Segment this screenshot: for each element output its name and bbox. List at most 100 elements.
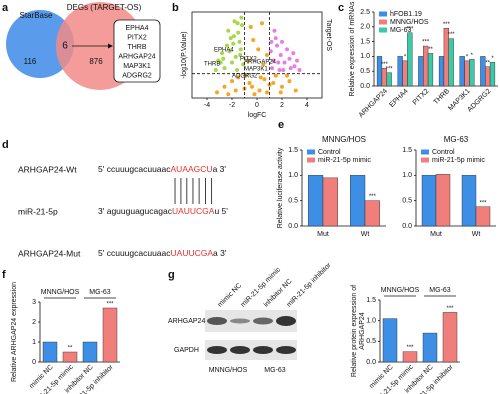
venn-count: 6 (62, 41, 68, 52)
blot-band (276, 346, 296, 354)
bar (475, 206, 491, 227)
venn-left-label: StarBase (20, 11, 53, 20)
point (233, 54, 238, 59)
legend-swatch (421, 149, 429, 155)
significance: * (471, 53, 474, 59)
gene-list: EPHA4 PITX2 THRB ARHGAP24 MAP3K1 ADGRG2 (118, 25, 155, 80)
significance: *** (446, 306, 454, 312)
lane-label: miR-21-5p mimic (240, 266, 283, 309)
significance: ** (485, 60, 490, 66)
point (287, 56, 292, 61)
gene-label: MAP3K1 (244, 67, 268, 73)
point (282, 60, 287, 65)
point (220, 51, 224, 56)
bar (308, 175, 324, 227)
point (291, 51, 296, 56)
x-tick-label: 0 (255, 102, 259, 109)
significance: *** (381, 62, 389, 68)
point (275, 43, 279, 48)
point (232, 19, 237, 24)
point (271, 58, 276, 63)
legend-label: miR-21-5p mimic (318, 157, 371, 164)
sequence: 3' aguuguagucagacUAUUCGAu 5' (98, 206, 228, 216)
x-tick-label: 2 (280, 102, 284, 109)
point (260, 21, 264, 26)
panel-label: e (278, 119, 284, 131)
bar (469, 59, 475, 87)
point (240, 23, 244, 28)
panel-label: g (168, 269, 175, 281)
sequence-flank: 5' ccuuugcacuuaac (98, 164, 171, 174)
point (222, 84, 227, 89)
y-tick-label: 1 (32, 339, 36, 346)
significance: *** (443, 22, 451, 28)
significance: *** (448, 32, 456, 38)
gene-label: EPHA4 (214, 48, 234, 54)
bar (418, 56, 424, 87)
y-tick-label: 0.5 (288, 198, 298, 205)
point (237, 39, 242, 44)
bar (461, 175, 477, 227)
y-axis-label: ARHGAP24 (359, 312, 366, 349)
point (233, 88, 238, 93)
x-tick-label: Mut (317, 231, 329, 238)
legend-swatch (307, 149, 315, 155)
bar (402, 351, 418, 363)
gene: PITX2 (127, 34, 147, 41)
y-tick-label: 0.0 (288, 223, 298, 230)
point (230, 79, 234, 84)
legend-swatch (379, 11, 387, 17)
x-tick-label: -4 (204, 102, 210, 109)
legend-swatch (379, 19, 387, 25)
point (239, 15, 244, 20)
y-tick-label: 0 (32, 359, 36, 366)
y-tick-label: 1.0 (288, 172, 298, 179)
bar (485, 66, 491, 87)
blot-bg (205, 340, 297, 360)
point (270, 66, 274, 71)
significance: *** (106, 302, 114, 308)
y-tick-label: 1.0 (360, 53, 370, 60)
point (250, 84, 254, 89)
y-axis-label: -log10(P.Value) (181, 31, 188, 78)
legend-label: miR-21-5p mimic (432, 157, 485, 164)
chart-title: MNNG/HOS (322, 135, 366, 144)
point (271, 81, 276, 86)
x-tick-label: ARHGAP24 (358, 88, 389, 119)
significance: *** (406, 345, 414, 351)
gene: EPHA4 (126, 25, 149, 32)
point (235, 67, 239, 72)
point (230, 60, 234, 65)
point (257, 88, 262, 93)
point (258, 75, 263, 80)
legend-label: Control (432, 149, 455, 156)
point (272, 28, 277, 33)
point (277, 67, 282, 72)
point (285, 73, 289, 78)
y-tick-label: 1.5 (402, 147, 412, 154)
point (238, 47, 243, 52)
significance: * (404, 54, 407, 60)
point (280, 39, 284, 44)
x-tick-label: THRB (433, 88, 452, 107)
bar (442, 312, 458, 363)
point (238, 53, 243, 57)
point (265, 90, 269, 95)
legend-label: hFOB1.19 (390, 11, 422, 18)
point (227, 49, 232, 54)
panel-label: c (338, 2, 344, 14)
blot-band (230, 318, 250, 324)
venn-count: 116 (24, 57, 37, 66)
point (261, 62, 266, 67)
bar (427, 53, 434, 87)
panel-label: d (2, 139, 9, 151)
point (251, 38, 256, 43)
point (273, 36, 278, 41)
bar (364, 200, 380, 227)
y-tick-label: 2 (32, 319, 36, 326)
point (293, 88, 298, 93)
point (273, 73, 278, 78)
point (297, 67, 302, 72)
gene: ARHGAP24 (118, 53, 155, 60)
